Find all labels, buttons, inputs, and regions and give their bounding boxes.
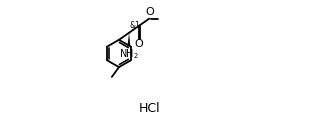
Text: O: O xyxy=(145,7,154,17)
Text: &1: &1 xyxy=(130,21,140,30)
Polygon shape xyxy=(127,33,130,46)
Text: NH$_2$: NH$_2$ xyxy=(119,47,139,61)
Text: O: O xyxy=(135,39,144,49)
Text: HCl: HCl xyxy=(139,102,160,115)
